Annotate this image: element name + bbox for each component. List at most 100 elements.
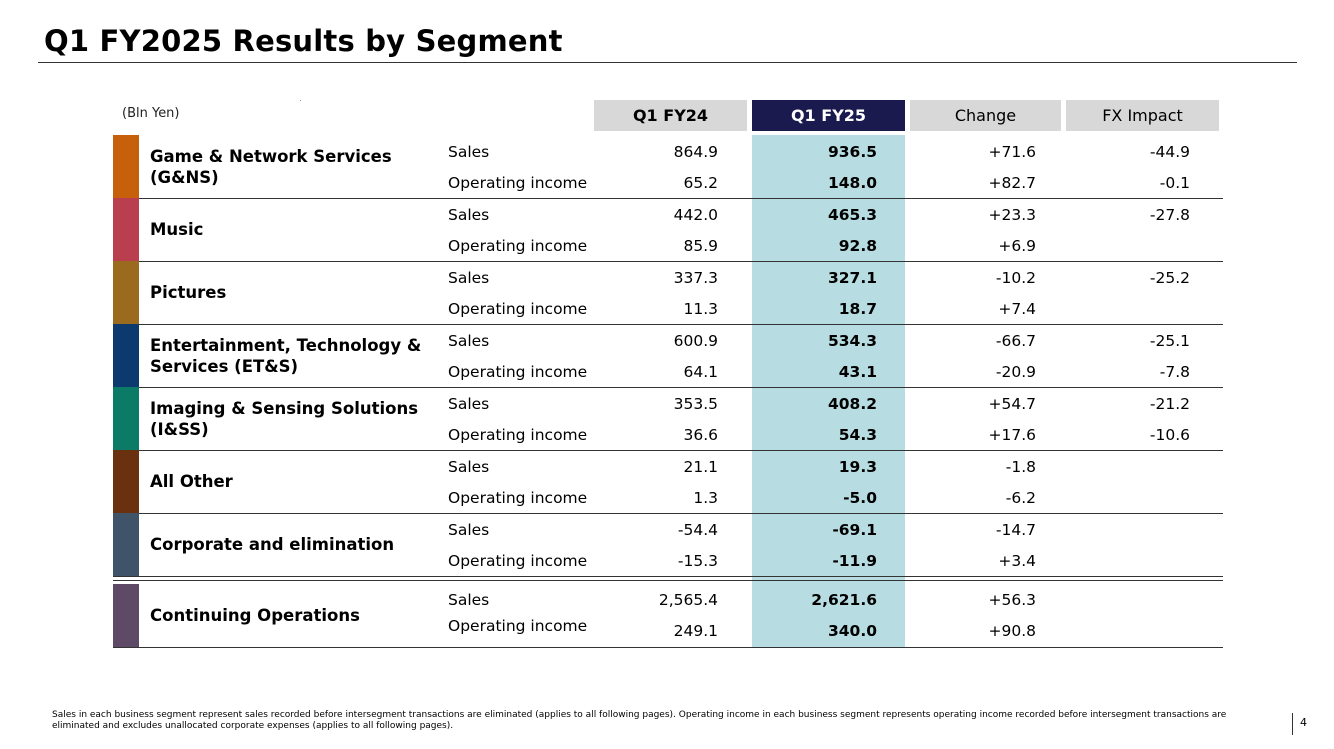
- value-q1-fy25: 18.7: [838, 300, 877, 318]
- segment-name: Corporate and elimination: [150, 535, 395, 554]
- footnote: Sales in each business segment represent…: [52, 710, 1227, 731]
- row-label: Sales: [448, 269, 490, 287]
- segment-name: All Other: [150, 472, 233, 491]
- row-label: Sales: [448, 332, 490, 350]
- value-q1-fy25: 43.1: [838, 363, 877, 381]
- row-divider: [113, 647, 1223, 648]
- value-change: -1.8: [1005, 458, 1036, 476]
- row-label: Operating income: [448, 552, 588, 570]
- value-q1-fy24: 21.1: [683, 458, 718, 476]
- segment-color-band: [113, 387, 139, 450]
- value-q1-fy25: 936.5: [827, 143, 877, 161]
- value-q1-fy24: 85.9: [683, 237, 718, 255]
- value-q1-fy25: -69.1: [832, 521, 877, 539]
- segment-color-band: [113, 198, 139, 261]
- segment-name: Music: [150, 220, 204, 239]
- value-change: -6.2: [1005, 489, 1036, 507]
- row-label: Operating income: [448, 426, 588, 444]
- decorative-dot: [300, 100, 301, 101]
- unit-label: (Bln Yen): [122, 106, 180, 121]
- value-q1-fy25: -5.0: [843, 489, 877, 507]
- value-change: -20.9: [995, 363, 1036, 381]
- value-q1-fy24: 442.0: [673, 206, 718, 224]
- row-label: Sales: [448, 591, 490, 609]
- segment-name: Game & Network Services (G&NS): [150, 146, 392, 187]
- value-q1-fy24: -54.4: [677, 521, 718, 539]
- row-label: Operating income: [448, 363, 588, 381]
- column-header-change: Change: [910, 100, 1061, 131]
- row-label: Sales: [448, 395, 490, 413]
- segment-name: Entertainment, Technology & Services (ET…: [150, 335, 422, 376]
- current-year-highlight: [752, 135, 905, 647]
- segment-color-band: [113, 513, 139, 576]
- value-q1-fy25: 340.0: [827, 622, 877, 640]
- row-label: Sales: [448, 521, 490, 539]
- row-label: Operating income: [448, 300, 588, 318]
- row-label: Operating income: [448, 617, 588, 635]
- value-change: +7.4: [998, 300, 1036, 318]
- value-q1-fy24: 864.9: [673, 143, 718, 161]
- page-number-divider: [1292, 713, 1293, 735]
- value-q1-fy25: -11.9: [832, 552, 877, 570]
- page-title: Q1 FY2025 Results by Segment: [44, 24, 563, 58]
- value-fx-impact: -25.2: [1149, 269, 1190, 287]
- segment-name: Pictures: [150, 283, 227, 302]
- column-header-q1-fy25: Q1 FY25: [752, 100, 905, 131]
- value-q1-fy24: 2,565.4: [658, 591, 718, 609]
- value-change: +90.8: [988, 622, 1037, 640]
- value-q1-fy25: 534.3: [827, 332, 877, 350]
- value-q1-fy24: 353.5: [673, 395, 718, 413]
- segment-name: Continuing Operations: [150, 606, 360, 625]
- segment-color-band: [113, 584, 139, 647]
- value-q1-fy25: 54.3: [838, 426, 877, 444]
- value-change: -10.2: [995, 269, 1036, 287]
- row-divider: [113, 450, 1223, 451]
- value-fx-impact: -10.6: [1149, 426, 1190, 444]
- row-divider: [113, 198, 1223, 199]
- value-change: +82.7: [988, 174, 1037, 192]
- value-change: +71.6: [988, 143, 1037, 161]
- row-label: Operating income: [448, 237, 588, 255]
- value-fx-impact: -7.8: [1159, 363, 1190, 381]
- row-divider: [113, 513, 1223, 514]
- value-change: +56.3: [988, 591, 1037, 609]
- title-divider: [38, 62, 1297, 63]
- segment-name: Imaging & Sensing Solutions (I&SS): [150, 398, 419, 439]
- row-divider: [113, 261, 1223, 262]
- segment-color-band: [113, 261, 139, 324]
- segment-color-band: [113, 135, 139, 198]
- value-change: +6.9: [998, 237, 1036, 255]
- row-label: Sales: [448, 458, 490, 476]
- value-q1-fy25: 19.3: [838, 458, 877, 476]
- value-q1-fy24: -15.3: [677, 552, 718, 570]
- value-change: -14.7: [995, 521, 1036, 539]
- value-q1-fy24: 337.3: [673, 269, 718, 287]
- row-label: Operating income: [448, 489, 588, 507]
- column-header-fx-impact: FX Impact: [1066, 100, 1219, 131]
- value-fx-impact: -27.8: [1149, 206, 1190, 224]
- row-divider: [113, 324, 1223, 325]
- row-label: Operating income: [448, 174, 588, 192]
- value-q1-fy25: 465.3: [827, 206, 877, 224]
- value-fx-impact: -44.9: [1149, 143, 1190, 161]
- value-q1-fy24: 11.3: [683, 300, 718, 318]
- value-change: +54.7: [988, 395, 1037, 413]
- row-label: Sales: [448, 143, 490, 161]
- value-fx-impact: -21.2: [1149, 395, 1190, 413]
- segment-color-band: [113, 450, 139, 513]
- row-divider: [113, 576, 1223, 577]
- value-fx-impact: -0.1: [1159, 174, 1190, 192]
- value-change: -66.7: [995, 332, 1036, 350]
- row-divider: [113, 580, 1223, 581]
- value-q1-fy24: 65.2: [683, 174, 718, 192]
- value-q1-fy25: 327.1: [827, 269, 877, 287]
- value-change: +3.4: [998, 552, 1036, 570]
- page-number: 4: [1300, 716, 1307, 729]
- value-change: +17.6: [988, 426, 1037, 444]
- value-q1-fy24: 600.9: [673, 332, 718, 350]
- value-q1-fy25: 148.0: [827, 174, 877, 192]
- column-header-q1-fy24: Q1 FY24: [594, 100, 747, 131]
- value-q1-fy24: 249.1: [673, 622, 718, 640]
- value-q1-fy25: 408.2: [827, 395, 877, 413]
- value-q1-fy24: 36.6: [683, 426, 718, 444]
